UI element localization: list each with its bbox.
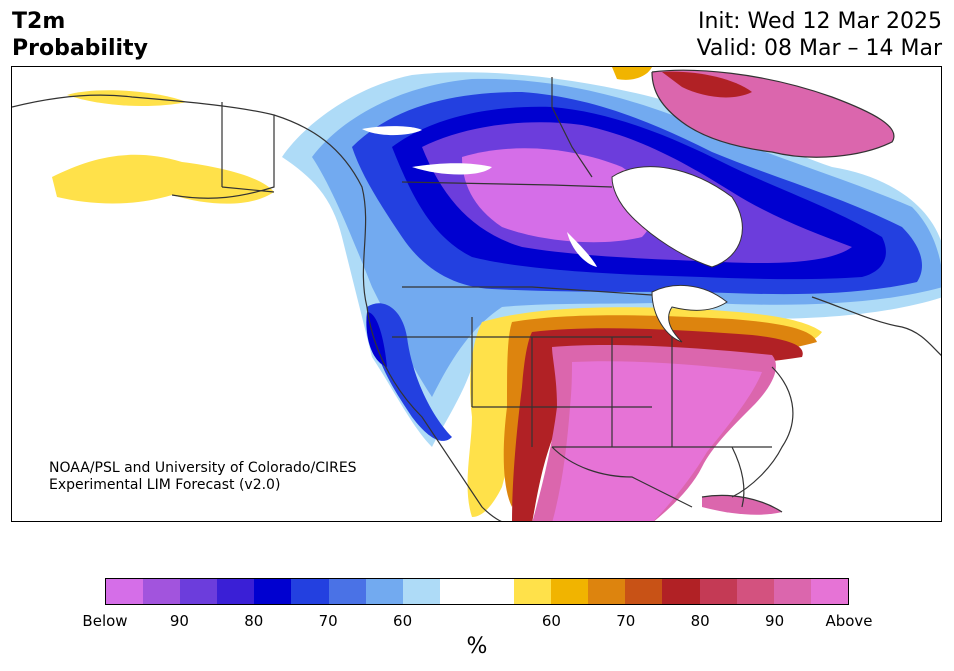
title-line-2: Probability bbox=[12, 36, 148, 61]
colorbar-tick-label: 90 bbox=[169, 612, 189, 630]
colorbar-tick-label: 90 bbox=[765, 612, 785, 630]
colorbar-tick-label: 80 bbox=[244, 612, 264, 630]
colorbar-segment bbox=[625, 579, 663, 604]
below-magenta-region bbox=[462, 148, 653, 243]
above-pink-region bbox=[552, 361, 762, 521]
colorbar-unit: % bbox=[466, 634, 488, 659]
colorbar-segment bbox=[699, 579, 737, 604]
colorbar-tick-label: 60 bbox=[393, 612, 413, 630]
great-bear-lake bbox=[362, 126, 422, 136]
colorbar-tick-label: 80 bbox=[690, 612, 710, 630]
colorbar-segment bbox=[365, 579, 403, 604]
colorbar-tick-label: 70 bbox=[318, 612, 338, 630]
credit-line-2: Experimental LIM Forecast (v2.0) bbox=[49, 477, 281, 493]
west-coast-below bbox=[367, 303, 452, 441]
colorbar-segment bbox=[514, 579, 552, 604]
colorbar-segment bbox=[551, 579, 589, 604]
colorbar-segment bbox=[402, 579, 440, 604]
great-lakes bbox=[651, 284, 728, 343]
map-title: T2m Probability bbox=[12, 8, 148, 62]
hudson-bay bbox=[611, 166, 743, 268]
alaska-above-region bbox=[52, 154, 274, 204]
greenland-red bbox=[662, 71, 752, 98]
credit-line-1: NOAA/PSL and University of Colorado/CIRE… bbox=[49, 460, 357, 476]
colorbar-tick-label: Below bbox=[82, 612, 128, 630]
colorbar-segment bbox=[439, 579, 477, 604]
probability-colorbar bbox=[105, 578, 849, 605]
colorbar-segment bbox=[476, 579, 515, 604]
colorbar-segment bbox=[291, 579, 329, 604]
valid-range: Valid: 08 Mar – 14 Mar bbox=[696, 36, 942, 61]
colorbar-segment bbox=[736, 579, 774, 604]
map-canvas bbox=[12, 67, 941, 521]
bering-above-region bbox=[67, 90, 187, 107]
colorbar-segment bbox=[143, 579, 181, 604]
credit-note: NOAA/PSL and University of Colorado/CIRE… bbox=[49, 460, 357, 494]
colorbar-segment bbox=[180, 579, 218, 604]
colorbar-tick-label: 70 bbox=[616, 612, 636, 630]
west-coast-deep bbox=[366, 312, 387, 367]
init-date: Init: Wed 12 Mar 2025 bbox=[697, 9, 942, 34]
colorbar-tick-label: Above bbox=[825, 612, 873, 630]
colorbar-segment bbox=[773, 579, 811, 604]
greenland-yellow bbox=[612, 67, 652, 80]
forecast-dates: Init: Wed 12 Mar 2025 Valid: 08 Mar – 14… bbox=[697, 8, 942, 62]
colorbar-segment bbox=[588, 579, 626, 604]
colorbar-segment bbox=[662, 579, 700, 604]
colorbar-segment bbox=[810, 579, 848, 604]
title-line-1: T2m bbox=[12, 9, 66, 34]
colorbar-segment bbox=[328, 579, 366, 604]
colorbar-segment bbox=[254, 579, 292, 604]
colorbar-segment bbox=[217, 579, 255, 604]
probability-map bbox=[11, 66, 942, 522]
great-slave-lake bbox=[412, 163, 492, 175]
colorbar-tick-labels: Below 90 80 70 60 60 70 80 90 Above bbox=[0, 612, 954, 632]
lake-winnipeg bbox=[567, 232, 597, 267]
colorbar-segment bbox=[106, 579, 144, 604]
colorbar-tick-label: 60 bbox=[541, 612, 561, 630]
